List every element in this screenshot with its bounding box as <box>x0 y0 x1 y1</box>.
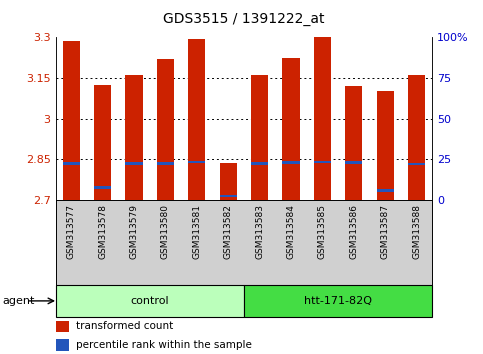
Bar <box>251 162 268 165</box>
Bar <box>56 321 69 332</box>
Bar <box>377 189 394 192</box>
Bar <box>244 285 432 317</box>
Text: GSM313578: GSM313578 <box>98 204 107 259</box>
Bar <box>126 75 142 200</box>
Text: GSM313584: GSM313584 <box>286 204 296 259</box>
Bar <box>220 164 237 200</box>
Bar <box>283 161 299 164</box>
Text: GSM313580: GSM313580 <box>161 204 170 259</box>
Text: htt-171-82Q: htt-171-82Q <box>304 296 372 306</box>
Bar <box>314 37 331 200</box>
Bar <box>220 195 237 197</box>
Text: GSM313587: GSM313587 <box>381 204 390 259</box>
Bar <box>283 57 299 200</box>
Bar <box>345 161 362 164</box>
Bar <box>157 59 174 200</box>
Bar <box>94 85 111 200</box>
Bar <box>56 339 69 351</box>
Bar <box>63 41 80 200</box>
Text: agent: agent <box>2 296 35 306</box>
Bar <box>56 285 244 317</box>
Bar <box>157 162 174 165</box>
Text: percentile rank within the sample: percentile rank within the sample <box>76 340 252 350</box>
Text: GDS3515 / 1391222_at: GDS3515 / 1391222_at <box>163 12 325 27</box>
Bar <box>314 161 331 164</box>
Bar <box>251 75 268 200</box>
Bar <box>377 91 394 200</box>
Text: control: control <box>130 296 169 306</box>
Text: GSM313577: GSM313577 <box>67 204 76 259</box>
Text: GSM313585: GSM313585 <box>318 204 327 259</box>
Bar <box>63 162 80 165</box>
Bar <box>345 86 362 200</box>
Bar <box>408 162 425 165</box>
Text: GSM313581: GSM313581 <box>192 204 201 259</box>
Bar <box>188 161 205 164</box>
Text: GSM313583: GSM313583 <box>255 204 264 259</box>
Text: GSM313588: GSM313588 <box>412 204 421 259</box>
Bar <box>408 75 425 200</box>
Bar <box>126 162 142 165</box>
Text: transformed count: transformed count <box>76 321 173 331</box>
Text: GSM313582: GSM313582 <box>224 204 233 259</box>
Text: GSM313586: GSM313586 <box>349 204 358 259</box>
Bar <box>94 187 111 189</box>
Text: GSM313579: GSM313579 <box>129 204 139 259</box>
Bar <box>188 39 205 200</box>
